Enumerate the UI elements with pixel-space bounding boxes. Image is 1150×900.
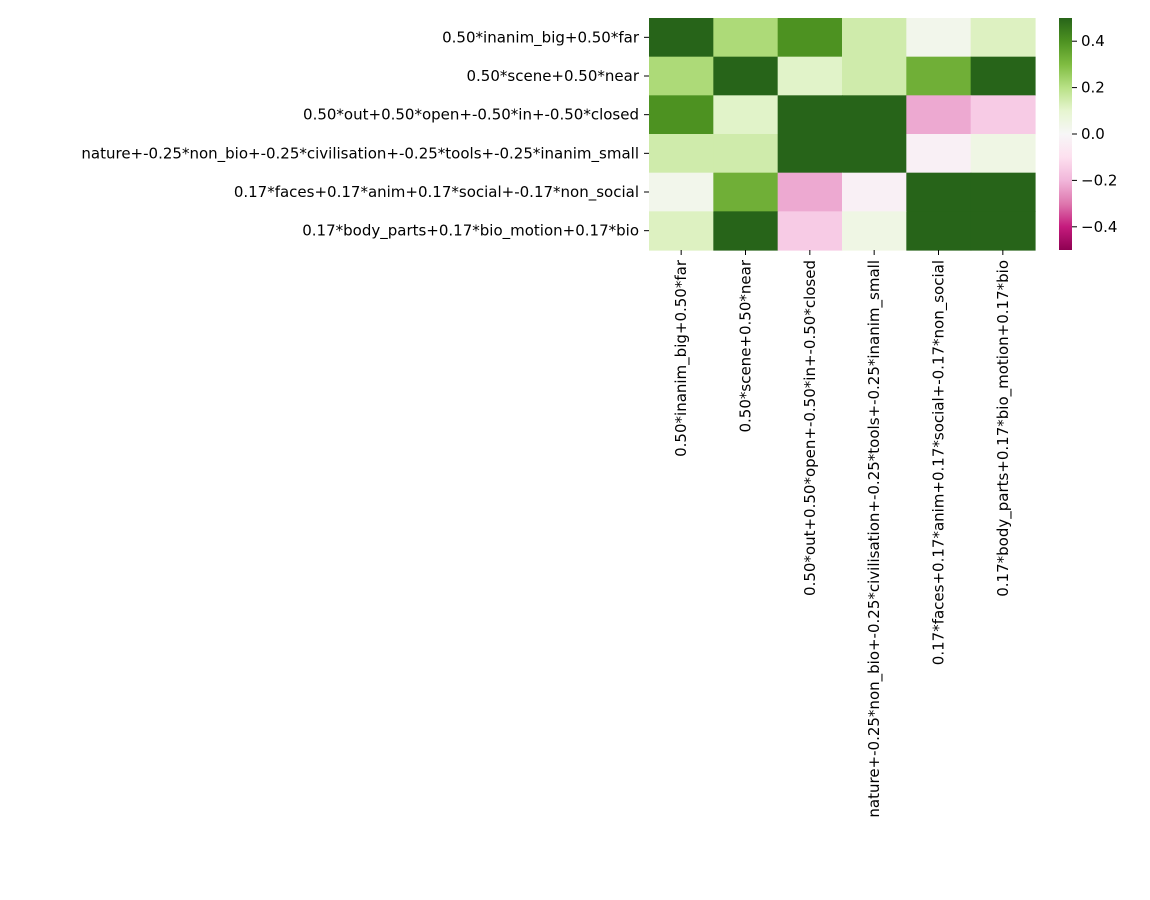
column-label: 0.17*body_parts+0.17*bio_motion+0.17*bio <box>994 260 1013 597</box>
heatmap-cell-r4-c1 <box>713 172 779 212</box>
colorbar-tick-label: −0.2 <box>1081 171 1117 189</box>
heatmap-cell-r1-c5 <box>970 56 1036 96</box>
heatmap-cell-r2-c0 <box>649 95 714 135</box>
colorbar-tick-label: 0.2 <box>1081 79 1105 97</box>
heatmap-cell-r1-c1 <box>713 56 779 96</box>
heatmap-cell-r2-c5 <box>970 95 1036 135</box>
heatmap-cell-r1-c3 <box>842 56 907 96</box>
colorbar-gradient <box>1059 18 1072 250</box>
heatmap-cell-r2-c1 <box>713 95 779 135</box>
heatmap-cell-r5-c3 <box>842 211 907 251</box>
heatmap-cell-r3-c4 <box>906 134 972 174</box>
row-label: 0.17*body_parts+0.17*bio_motion+0.17*bio <box>302 222 639 241</box>
heatmap-cell-r0-c4 <box>906 18 972 58</box>
heatmap-cell-r3-c1 <box>713 134 779 174</box>
heatmap-cell-r3-c0 <box>649 134 714 174</box>
heatmap-cell-r3-c2 <box>777 134 843 174</box>
column-label: 0.50*scene+0.50*near <box>737 259 755 432</box>
heatmap-cell-r2-c4 <box>906 95 972 135</box>
heatmap-cell-r5-c4 <box>906 211 972 251</box>
heatmap-cell-r4-c3 <box>842 172 907 212</box>
row-label: 0.50*inanim_big+0.50*far <box>442 28 640 47</box>
column-label: 0.50*inanim_big+0.50*far <box>672 259 691 457</box>
heatmap-cell-r1-c0 <box>649 56 714 96</box>
row-label: 0.50*out+0.50*open+-0.50*in+-0.50*closed <box>303 106 639 124</box>
heatmap-cell-r4-c4 <box>906 172 972 212</box>
colorbar-tick-label: 0.4 <box>1081 32 1105 50</box>
column-label: nature+-0.25*non_bio+-0.25*civilisation+… <box>865 260 884 818</box>
colorbar: −0.4 −0.2 0.0 0.2 0.4 <box>1059 18 1117 250</box>
heatmap-cell-r1-c4 <box>906 56 972 96</box>
column-labels: 0.50*inanim_big+0.50*far 0.50*scene+0.50*… <box>672 250 1013 818</box>
heatmap-cell-r0-c5 <box>970 18 1036 58</box>
heatmap-cell-r0-c0 <box>649 18 714 58</box>
heatmap-cell-r5-c2 <box>777 211 843 251</box>
heatmap-cell-r4-c0 <box>649 172 714 212</box>
heatmap-cell-r2-c2 <box>777 95 843 135</box>
colorbar-tick-label: 0.0 <box>1081 125 1105 143</box>
heatmap-cell-r3-c3 <box>842 134 907 174</box>
heatmap-cell-r0-c2 <box>777 18 843 58</box>
heatmap-cell-r2-c3 <box>842 95 907 135</box>
column-label: 0.50*out+0.50*open+-0.50*in+-0.50*closed <box>801 260 819 596</box>
row-label: nature+-0.25*non_bio+-0.25*civilisation+… <box>81 144 639 163</box>
heatmap-cell-r0-c1 <box>713 18 779 58</box>
colorbar-tick-label: −0.4 <box>1081 218 1117 236</box>
heatmap-cell-r3-c5 <box>970 134 1036 174</box>
heatmap-cell-r5-c5 <box>970 211 1036 251</box>
heatmap-cell-r5-c1 <box>713 211 779 251</box>
heatmap-cells <box>649 18 1036 251</box>
row-label: 0.17*faces+0.17*anim+0.17*social+-0.17*n… <box>234 183 639 202</box>
row-labels: 0.50*inanim_big+0.50*far 0.50*scene+0.50*… <box>81 28 649 241</box>
heatmap-cell-r4-c5 <box>970 172 1036 212</box>
column-label: 0.17*faces+0.17*anim+0.17*social+-0.17*n… <box>930 260 949 665</box>
heatmap-cell-r1-c2 <box>777 56 843 96</box>
heatmap-cell-r4-c2 <box>777 172 843 212</box>
heatmap-cell-r5-c0 <box>649 211 714 251</box>
colorbar-ticks: −0.4 −0.2 0.0 0.2 0.4 <box>1072 32 1117 236</box>
row-label: 0.50*scene+0.50*near <box>467 67 640 85</box>
heatmap-cell-r0-c3 <box>842 18 907 58</box>
